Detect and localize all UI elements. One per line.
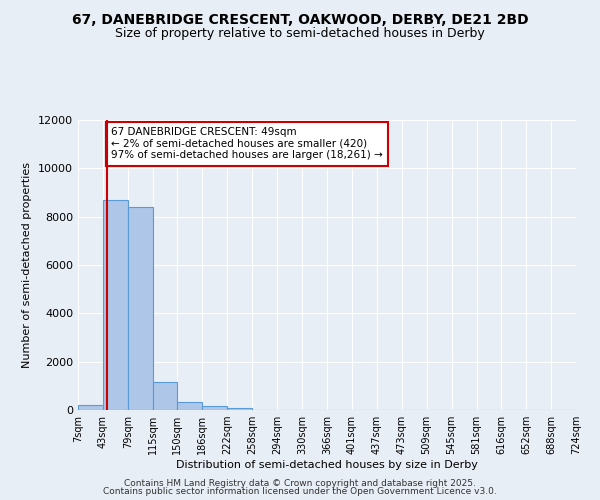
Bar <box>103 200 128 410</box>
Bar <box>227 408 253 410</box>
Bar <box>178 402 202 410</box>
Y-axis label: Number of semi-detached properties: Number of semi-detached properties <box>22 162 32 368</box>
Bar <box>153 382 178 410</box>
Text: Contains public sector information licensed under the Open Government Licence v3: Contains public sector information licen… <box>103 487 497 496</box>
Bar <box>202 406 227 410</box>
X-axis label: Distribution of semi-detached houses by size in Derby: Distribution of semi-detached houses by … <box>176 460 478 470</box>
Bar <box>78 405 103 410</box>
Bar <box>128 207 153 410</box>
Text: 67 DANEBRIDGE CRESCENT: 49sqm
← 2% of semi-detached houses are smaller (420)
97%: 67 DANEBRIDGE CRESCENT: 49sqm ← 2% of se… <box>112 127 383 160</box>
Text: Size of property relative to semi-detached houses in Derby: Size of property relative to semi-detach… <box>115 28 485 40</box>
Text: 67, DANEBRIDGE CRESCENT, OAKWOOD, DERBY, DE21 2BD: 67, DANEBRIDGE CRESCENT, OAKWOOD, DERBY,… <box>71 12 529 26</box>
Text: Contains HM Land Registry data © Crown copyright and database right 2025.: Contains HM Land Registry data © Crown c… <box>124 478 476 488</box>
